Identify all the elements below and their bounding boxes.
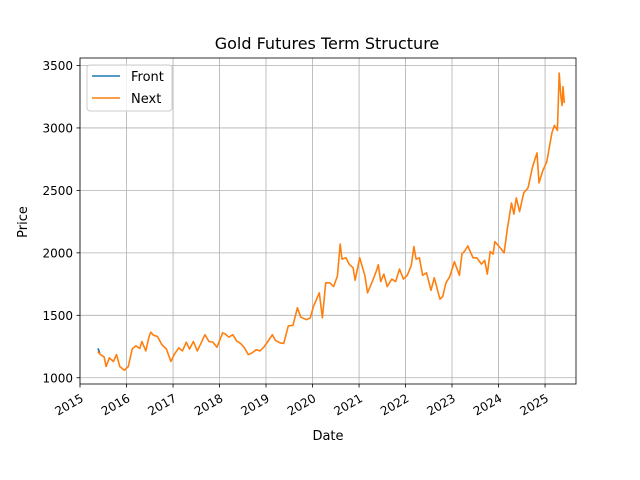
plot-area-frame <box>79 57 577 385</box>
legend-label-front: Front <box>131 70 164 85</box>
legend-label-next: Next <box>131 92 161 107</box>
y-tick-label: 2500 <box>42 184 73 198</box>
series-line-front <box>97 348 101 354</box>
y-tick-label: 3000 <box>42 121 73 135</box>
y-tick-label: 3500 <box>42 59 73 73</box>
legend: Front Next <box>86 64 173 112</box>
series-line-next <box>97 72 566 372</box>
y-axis-label: Price <box>16 206 31 238</box>
x-axis-label: Date <box>312 429 343 444</box>
y-tick-label: 1000 <box>42 371 73 385</box>
grid <box>79 58 576 384</box>
series-lines <box>97 72 566 372</box>
y-tick-label: 2000 <box>42 246 73 260</box>
y-tick-label: 1500 <box>42 309 73 323</box>
chart-title: Gold Futures Term Structure <box>215 34 440 53</box>
